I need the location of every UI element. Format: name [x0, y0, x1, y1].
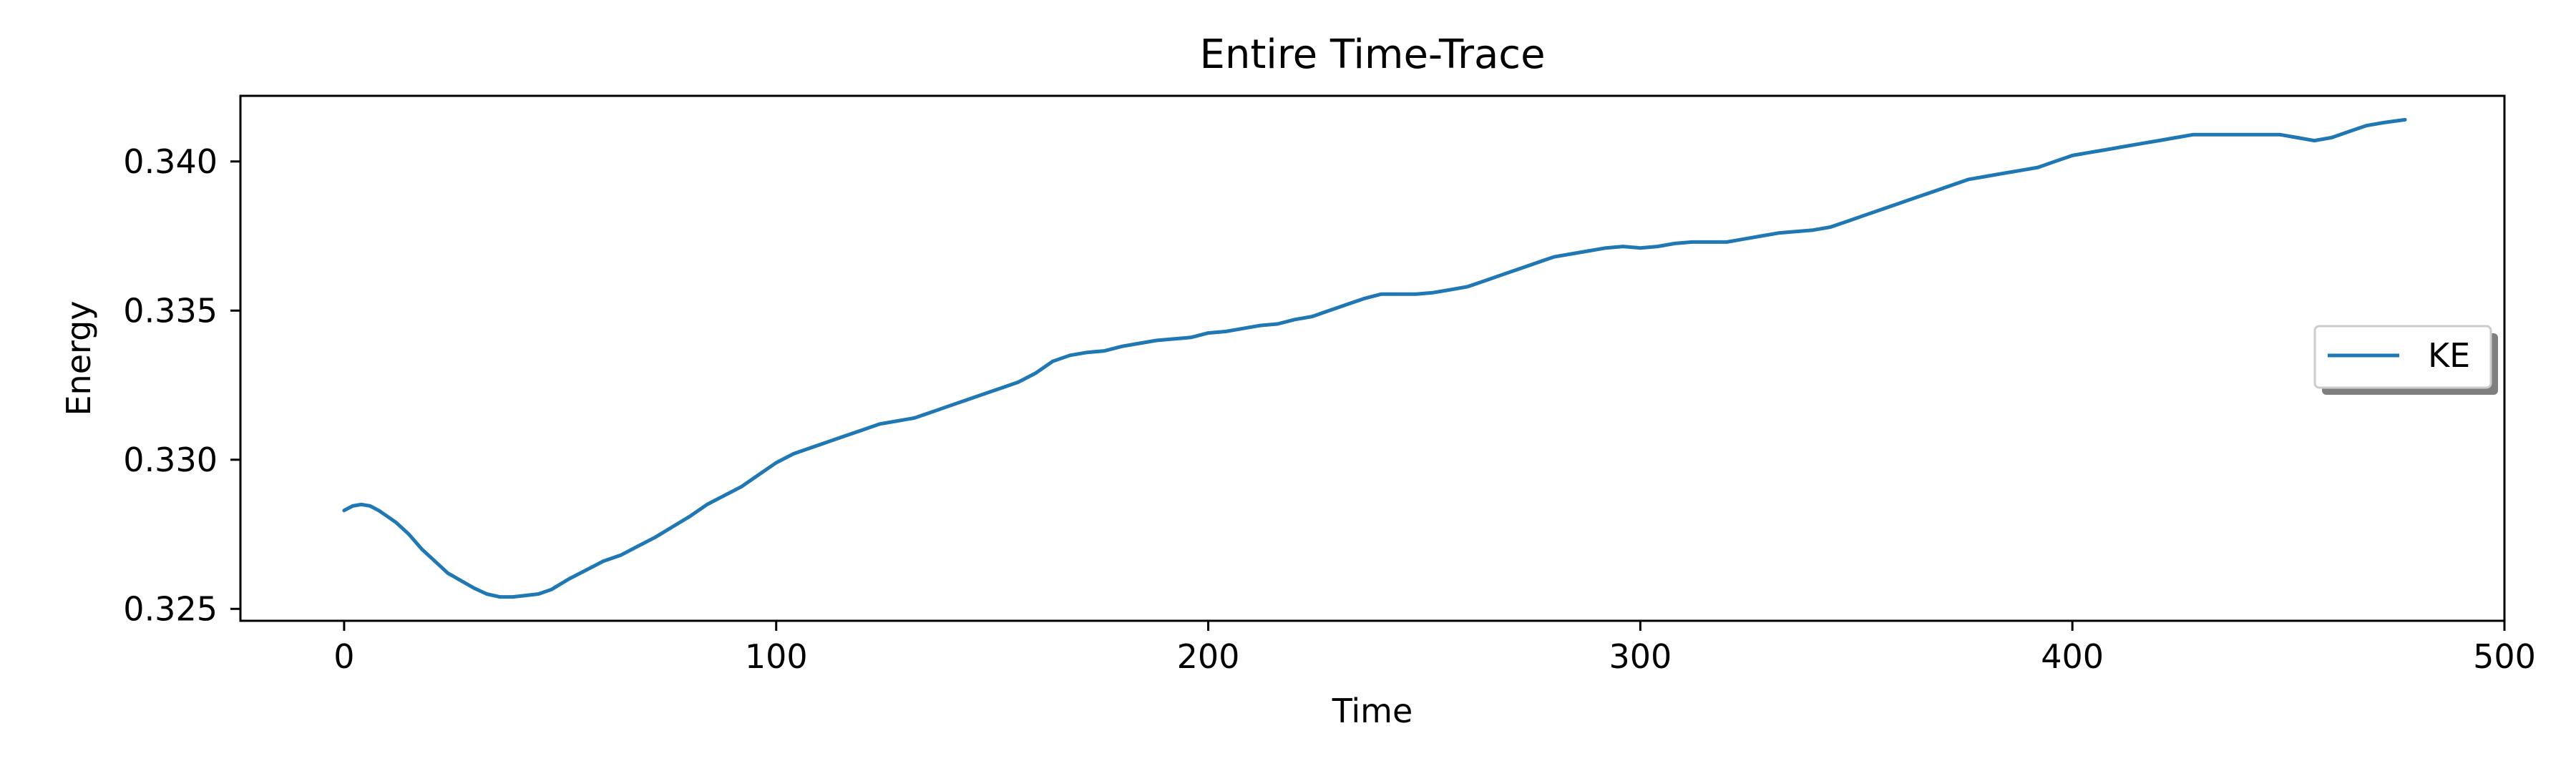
axis-ticks: 0 100 200 300 400 500 0.325 0.330 0.335 0.340 [123, 142, 2536, 676]
x-tick-label: 400 [2041, 637, 2104, 676]
legend-box [2313, 325, 2492, 389]
legend-label-ke: KE [2428, 336, 2470, 375]
plot-frame [239, 94, 2506, 622]
x-tick-label: 0 [333, 637, 354, 676]
series-layer [342, 117, 2407, 599]
series-line-ke [342, 117, 2407, 599]
y-tick-label: 0.335 [123, 291, 218, 330]
x-axis-label: Time [1332, 692, 1413, 730]
y-axis-label: Energy [59, 300, 98, 416]
legend: KE [2313, 325, 2498, 395]
y-tick-label: 0.330 [123, 441, 218, 479]
x-tick-label: 500 [2473, 637, 2536, 676]
x-tick-label: 200 [1177, 637, 1240, 676]
y-tick-label: 0.340 [123, 142, 218, 181]
x-tick-label: 100 [745, 637, 808, 676]
y-tick-label: 0.325 [123, 589, 218, 628]
x-tick-label: 300 [1609, 637, 1672, 676]
chart-title: Entire Time-Trace [1199, 31, 1545, 78]
